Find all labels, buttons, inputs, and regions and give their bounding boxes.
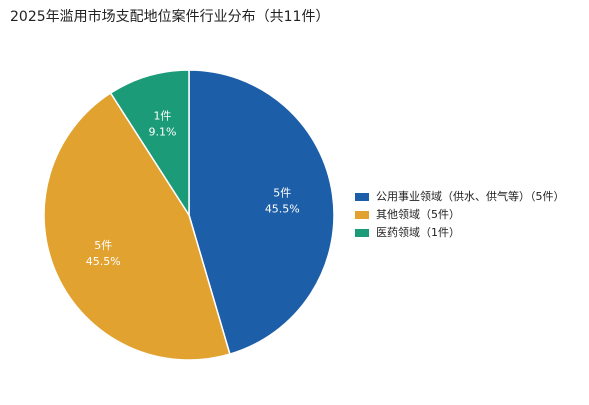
- legend-swatch: [355, 193, 369, 201]
- legend-swatch: [355, 211, 369, 219]
- chart-title: 2025年滥用市场支配地位案件行业分布（共11件）: [10, 8, 329, 25]
- pie-slice: [43, 91, 231, 361]
- slice-count-label: 1件: [153, 110, 171, 123]
- legend-label: 医药领域（1件）: [376, 226, 460, 239]
- slice-percent-label: 45.5%: [86, 255, 121, 268]
- legend-swatch: [355, 229, 369, 237]
- slice-count-label: 5件: [273, 187, 291, 200]
- slice-count-label: 5件: [94, 239, 112, 252]
- slice-percent-label: 9.1%: [148, 126, 176, 139]
- slice-percent-label: 45.5%: [265, 203, 300, 216]
- pie-slice: [188, 69, 335, 356]
- legend-label: 公用事业领域（供水、供气等）（5件）: [376, 189, 565, 203]
- pie-slice: [109, 69, 190, 218]
- legend-label: 其他领域（5件）: [376, 208, 460, 221]
